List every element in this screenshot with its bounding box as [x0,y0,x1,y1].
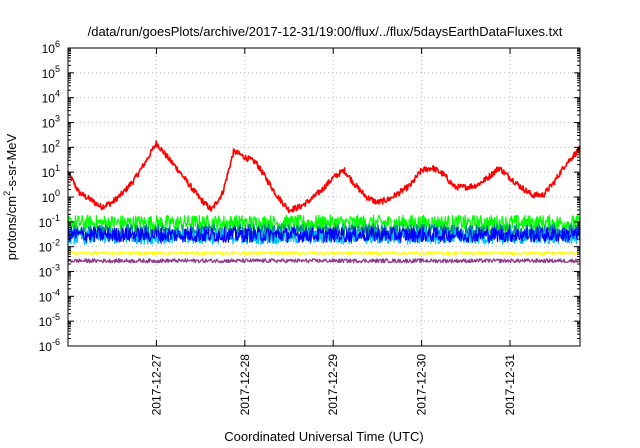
y-tick-label: 105 [42,64,60,81]
y-label-text-rest: -s-sr-MeV [4,133,19,190]
y-tick-label: 101 [42,163,60,180]
y-tick-label: 10-2 [39,238,60,255]
y-ticks: 10-610-510-410-310-210-11001011021031041… [39,39,580,354]
y-tick-label: 104 [42,89,60,106]
x-tick-label: 2017-12-31 [503,354,517,416]
y-tick-exponent: 0 [55,188,60,198]
y-tick-label: 102 [42,138,60,155]
series-line-5 [67,226,581,243]
y-tick-label: 10-5 [39,312,60,329]
y-tick-base: 10 [42,42,56,56]
y-axis-label: protons/cm2-s-sr-MeV [2,133,19,260]
y-tick-exponent: 4 [55,89,60,99]
y-tick-label: 10-6 [39,337,60,354]
y-tick-exponent: 2 [55,138,60,148]
x-axis-label: Coordinated Universal Time (UTC) [224,429,423,444]
series-line-2 [67,214,581,232]
y-tick-label: 10-3 [39,263,60,280]
y-tick-exponent: 1 [55,163,60,173]
y-tick-exponent: -2 [52,238,60,248]
series-line-7 [67,258,581,264]
series-group [67,140,581,264]
x-tick-label: 2017-12-29 [326,354,340,416]
x-tick-label: 2017-12-30 [415,354,429,416]
chart-title: /data/run/goesPlots/archive/2017-12-31/1… [88,24,563,39]
y-tick-label: 103 [42,114,60,131]
y-tick-exponent: -1 [52,213,60,223]
y-tick-exponent: -3 [52,263,60,273]
x-tick-label: 2017-12-27 [149,354,163,416]
y-tick-base: 10 [42,191,56,205]
y-tick-base: 10 [39,216,53,230]
y-label-superscript: 2 [2,191,12,196]
y-tick-base: 10 [39,241,53,255]
y-tick-base: 10 [42,141,56,155]
y-tick-base: 10 [42,117,56,131]
y-tick-exponent: -4 [52,287,60,297]
x-ticks: 2017-12-27 2017-12-28 2017-12-29 2017-12-30… [149,48,517,415]
y-tick-base: 10 [39,290,53,304]
y-tick-exponent: 3 [55,114,60,124]
y-tick-label: 10-4 [39,287,60,304]
series-line-6 [67,251,581,256]
x-tick-label: 2017-12-28 [238,354,252,416]
y-tick-base: 10 [39,266,53,280]
y-tick-label: 10-1 [39,213,60,230]
y-tick-base: 10 [39,315,53,329]
y-tick-exponent: 6 [55,39,60,49]
y-tick-base: 10 [39,340,53,354]
y-tick-exponent: -5 [52,312,60,322]
y-tick-base: 10 [42,67,56,81]
y-tick-label: 100 [42,188,60,205]
series-line-1 [67,140,581,214]
y-label-text: protons/cm [4,196,19,260]
y-tick-label: 106 [42,39,60,56]
y-tick-exponent: 5 [55,64,60,74]
y-tick-base: 10 [42,92,56,106]
y-tick-base: 10 [42,166,56,180]
y-tick-exponent: -6 [52,337,60,347]
